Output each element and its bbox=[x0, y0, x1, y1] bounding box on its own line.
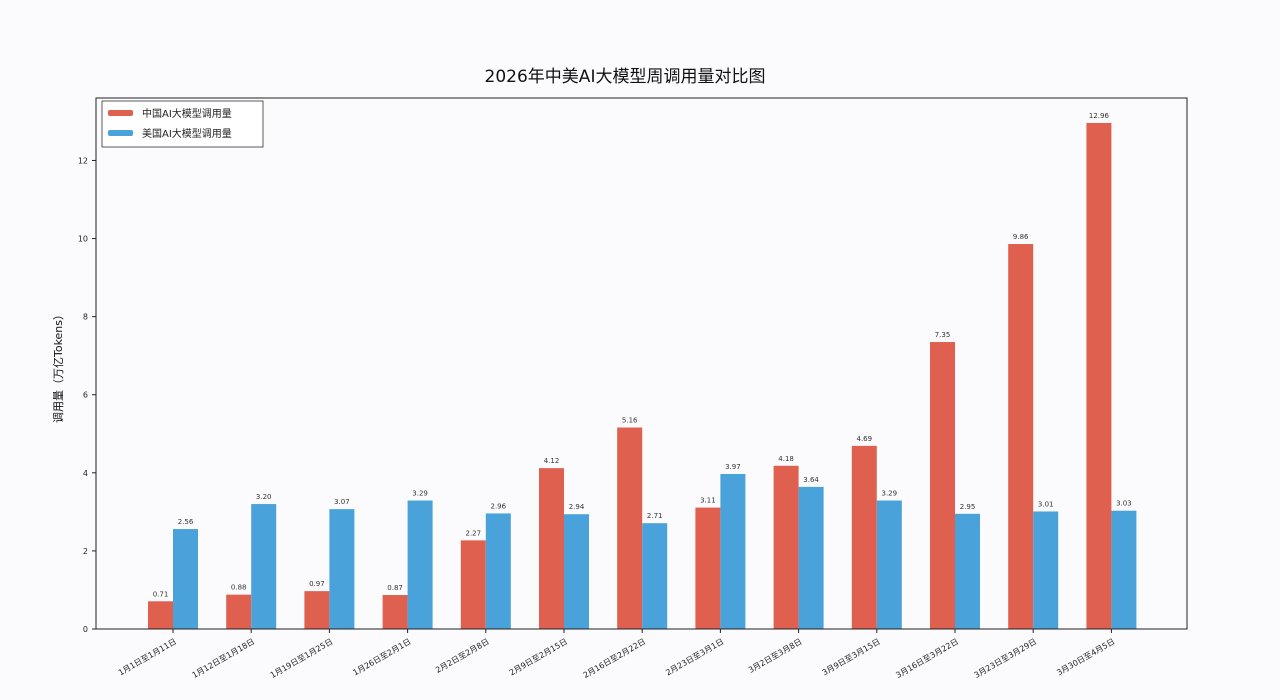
y-tick-label: 2 bbox=[83, 547, 88, 556]
bar bbox=[773, 465, 799, 629]
bar bbox=[1033, 511, 1059, 629]
y-axis: 0 2 4 6 8 10 12 bbox=[78, 156, 96, 634]
data-label: 2.96 bbox=[491, 502, 507, 510]
bar bbox=[1086, 122, 1112, 630]
legend-label-china: 中国AI大模型调用量 bbox=[142, 107, 232, 120]
bar bbox=[720, 473, 746, 629]
bar bbox=[460, 540, 486, 629]
legend-swatch-usa bbox=[108, 130, 133, 136]
legend-label-usa: 美国AI大模型调用量 bbox=[142, 127, 232, 140]
data-label: 3.11 bbox=[700, 497, 716, 505]
data-label: 0.88 bbox=[231, 584, 247, 592]
data-label: 4.18 bbox=[778, 455, 794, 463]
data-label: 3.20 bbox=[256, 493, 272, 501]
bar bbox=[407, 500, 433, 629]
x-tick-label: 3月9日至3月15日 bbox=[821, 637, 882, 678]
data-label: 3.03 bbox=[1116, 500, 1132, 508]
bars-layer bbox=[148, 122, 1137, 630]
bar bbox=[930, 342, 955, 629]
data-label: 12.96 bbox=[1089, 112, 1110, 120]
value-labels-layer: 0.71 0.88 0.97 0.87 2.27 4.12 5.16 3.11 4.18 4.69… bbox=[153, 112, 1132, 598]
x-tick-label: 1月12日至1月18日 bbox=[191, 637, 257, 680]
data-label: 5.16 bbox=[622, 417, 638, 425]
data-label: 3.01 bbox=[1038, 500, 1054, 508]
bar bbox=[148, 601, 173, 629]
data-label: 2.71 bbox=[647, 512, 663, 520]
data-label: 3.29 bbox=[882, 490, 898, 498]
legend-swatch-china bbox=[108, 110, 133, 116]
data-label: 3.29 bbox=[412, 490, 428, 498]
data-label: 2.95 bbox=[960, 503, 976, 511]
y-tick-label: 10 bbox=[78, 235, 88, 244]
x-tick-label: 2月2日至2月8日 bbox=[434, 637, 491, 675]
data-label: 0.87 bbox=[387, 584, 403, 592]
bar bbox=[304, 591, 330, 629]
y-tick-label: 8 bbox=[83, 313, 88, 322]
x-tick-label: 3月23日至3月29日 bbox=[973, 637, 1039, 680]
bar bbox=[226, 594, 252, 629]
y-axis-label: 调用量（万亿Tokens） bbox=[52, 309, 65, 423]
data-label: 2.27 bbox=[466, 529, 482, 537]
chart-title: 2026年中美AI大模型周调用量对比图 bbox=[485, 67, 766, 87]
legend: 中国AI大模型调用量 美国AI大模型调用量 bbox=[101, 100, 264, 148]
legend-box bbox=[101, 100, 264, 148]
bar bbox=[617, 427, 643, 629]
x-axis: 1月1日至1月11日 1月12日至1月18日 1月19日至1月25日 1月26日至2月… bbox=[117, 629, 1116, 680]
data-label: 4.69 bbox=[857, 435, 873, 443]
bar bbox=[642, 523, 668, 629]
x-tick-label: 3月16日至3月22日 bbox=[894, 637, 960, 680]
data-label: 7.35 bbox=[935, 331, 951, 339]
y-tick-label: 12 bbox=[78, 156, 88, 165]
y-tick-label: 6 bbox=[83, 391, 88, 400]
y-tick-label: 0 bbox=[83, 625, 88, 634]
x-tick-label: 3月30日至4月5日 bbox=[1055, 637, 1116, 678]
x-tick-label: 2月9日至2月15日 bbox=[508, 637, 569, 678]
x-tick-label: 1月1日至1月11日 bbox=[117, 637, 178, 678]
data-label: 3.97 bbox=[725, 463, 741, 471]
x-tick-label: 2月23日至3月1日 bbox=[664, 637, 725, 678]
bar bbox=[251, 504, 277, 629]
x-tick-label: 1月26日至2月1日 bbox=[351, 637, 412, 678]
bar bbox=[798, 486, 824, 629]
data-label: 0.71 bbox=[153, 590, 169, 598]
bar bbox=[955, 513, 980, 629]
bar bbox=[329, 509, 355, 629]
y-tick-label: 4 bbox=[83, 469, 88, 478]
x-tick-label: 3月2日至3月8日 bbox=[747, 637, 804, 675]
plot-area-frame bbox=[95, 97, 1188, 630]
x-tick-label: 1月19日至1月25日 bbox=[269, 637, 335, 680]
bar bbox=[382, 595, 408, 629]
bar bbox=[695, 507, 721, 629]
bar bbox=[851, 445, 877, 629]
data-label: 0.97 bbox=[309, 580, 325, 588]
bar bbox=[1008, 244, 1034, 629]
data-label: 2.94 bbox=[569, 503, 585, 511]
data-label: 2.56 bbox=[178, 518, 194, 526]
data-label: 3.64 bbox=[803, 476, 819, 484]
bar bbox=[485, 513, 511, 629]
x-tick-label: 2月16日至2月22日 bbox=[582, 637, 648, 680]
data-label: 3.07 bbox=[334, 498, 350, 506]
bar bbox=[1111, 510, 1137, 629]
bar bbox=[173, 529, 198, 629]
data-label: 9.86 bbox=[1013, 233, 1029, 241]
bar bbox=[876, 500, 902, 629]
bar bbox=[564, 514, 589, 629]
data-label: 4.12 bbox=[544, 457, 560, 465]
bar bbox=[539, 468, 564, 629]
